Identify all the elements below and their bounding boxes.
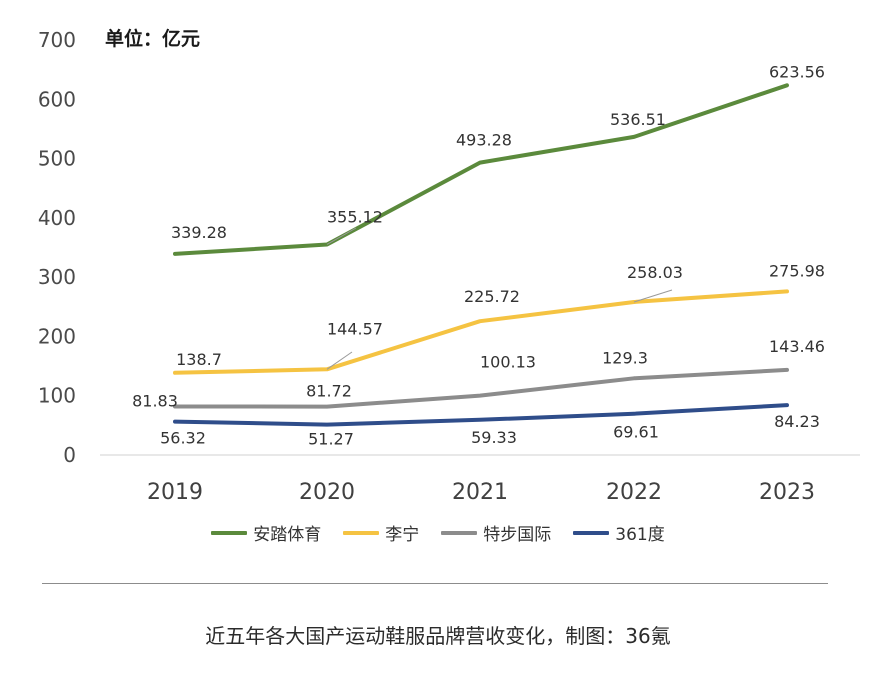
- y-tick-label: 400: [38, 206, 76, 230]
- label-leader-line: [326, 227, 357, 245]
- data-label: 81.83: [132, 391, 178, 410]
- legend-label-anta: 安踏体育: [253, 525, 322, 545]
- data-label: 59.33: [471, 428, 517, 447]
- series-line-lining: [173, 289, 789, 375]
- data-label: 100.13: [480, 353, 536, 372]
- x-tick-label: 2020: [299, 480, 355, 505]
- series-lines: [173, 83, 789, 427]
- data-label: 144.57: [327, 319, 383, 338]
- x-tick-label: 2022: [606, 480, 662, 505]
- y-tick-label: 500: [38, 147, 76, 171]
- y-tick-label: 200: [38, 324, 76, 348]
- data-label: 225.72: [464, 287, 520, 306]
- x-axis-ticks: 2019 2020 2021 2022 2023: [147, 480, 815, 505]
- data-label: 258.03: [627, 263, 683, 282]
- legend-label-361: 361度: [615, 525, 665, 545]
- legend-swatch-xtep: [441, 530, 478, 535]
- legend-item-xtep: 特步国际: [441, 520, 551, 545]
- legend-label-lining: 李宁: [385, 525, 420, 545]
- data-label: 275.98: [769, 261, 825, 280]
- data-label: 138.7: [176, 350, 222, 369]
- x-tick-label: 2023: [759, 480, 815, 505]
- series-line-anta: [173, 83, 789, 256]
- data-label: 129.3: [602, 348, 648, 367]
- x-tick-label: 2021: [452, 480, 508, 505]
- data-label: 84.23: [774, 412, 820, 431]
- legend-swatch-361: [573, 530, 610, 535]
- legend: 安踏体育 李宁 特步国际 361度: [0, 520, 876, 545]
- series-line-361: [173, 403, 789, 427]
- caption-divider: [42, 583, 828, 584]
- data-label: 493.28: [456, 131, 512, 150]
- legend-item-361: 361度: [573, 520, 665, 545]
- label-leader-line: [326, 351, 353, 370]
- series-line-xtep: [173, 367, 789, 409]
- y-tick-label: 100: [38, 384, 76, 408]
- legend-swatch-lining: [343, 530, 380, 535]
- legend-swatch-anta: [211, 530, 248, 535]
- y-tick-label: 600: [38, 87, 76, 111]
- data-label: 339.28: [171, 223, 227, 242]
- data-label: 69.61: [613, 423, 659, 442]
- leader-lines: [326, 227, 673, 370]
- figure-caption: 近五年各大国产运动鞋服品牌营收变化，制图：36氪: [205, 624, 671, 648]
- y-axis-ticks: 0 100 200 300 400 500 600 700: [38, 28, 76, 467]
- y-tick-label: 300: [38, 265, 76, 289]
- y-tick-label: 700: [38, 28, 76, 52]
- data-labels: 339.28 355.12 493.28 536.51 623.56 138.7 144.5…: [132, 62, 825, 448]
- data-label: 51.27: [308, 430, 354, 449]
- data-label: 81.72: [306, 382, 352, 401]
- legend-item-lining: 李宁: [343, 520, 419, 545]
- label-leader-line: [633, 289, 673, 303]
- x-tick-label: 2019: [147, 480, 203, 505]
- data-label: 623.56: [769, 62, 825, 81]
- data-label: 143.46: [769, 337, 825, 356]
- legend-item-anta: 安踏体育: [211, 520, 321, 545]
- y-tick-label: 0: [63, 443, 76, 467]
- data-label: 355.12: [327, 207, 383, 226]
- legend-label-xtep: 特步国际: [483, 525, 552, 545]
- data-label: 56.32: [160, 429, 206, 448]
- unit-label: 单位：亿元: [105, 28, 201, 50]
- data-label: 536.51: [610, 110, 666, 129]
